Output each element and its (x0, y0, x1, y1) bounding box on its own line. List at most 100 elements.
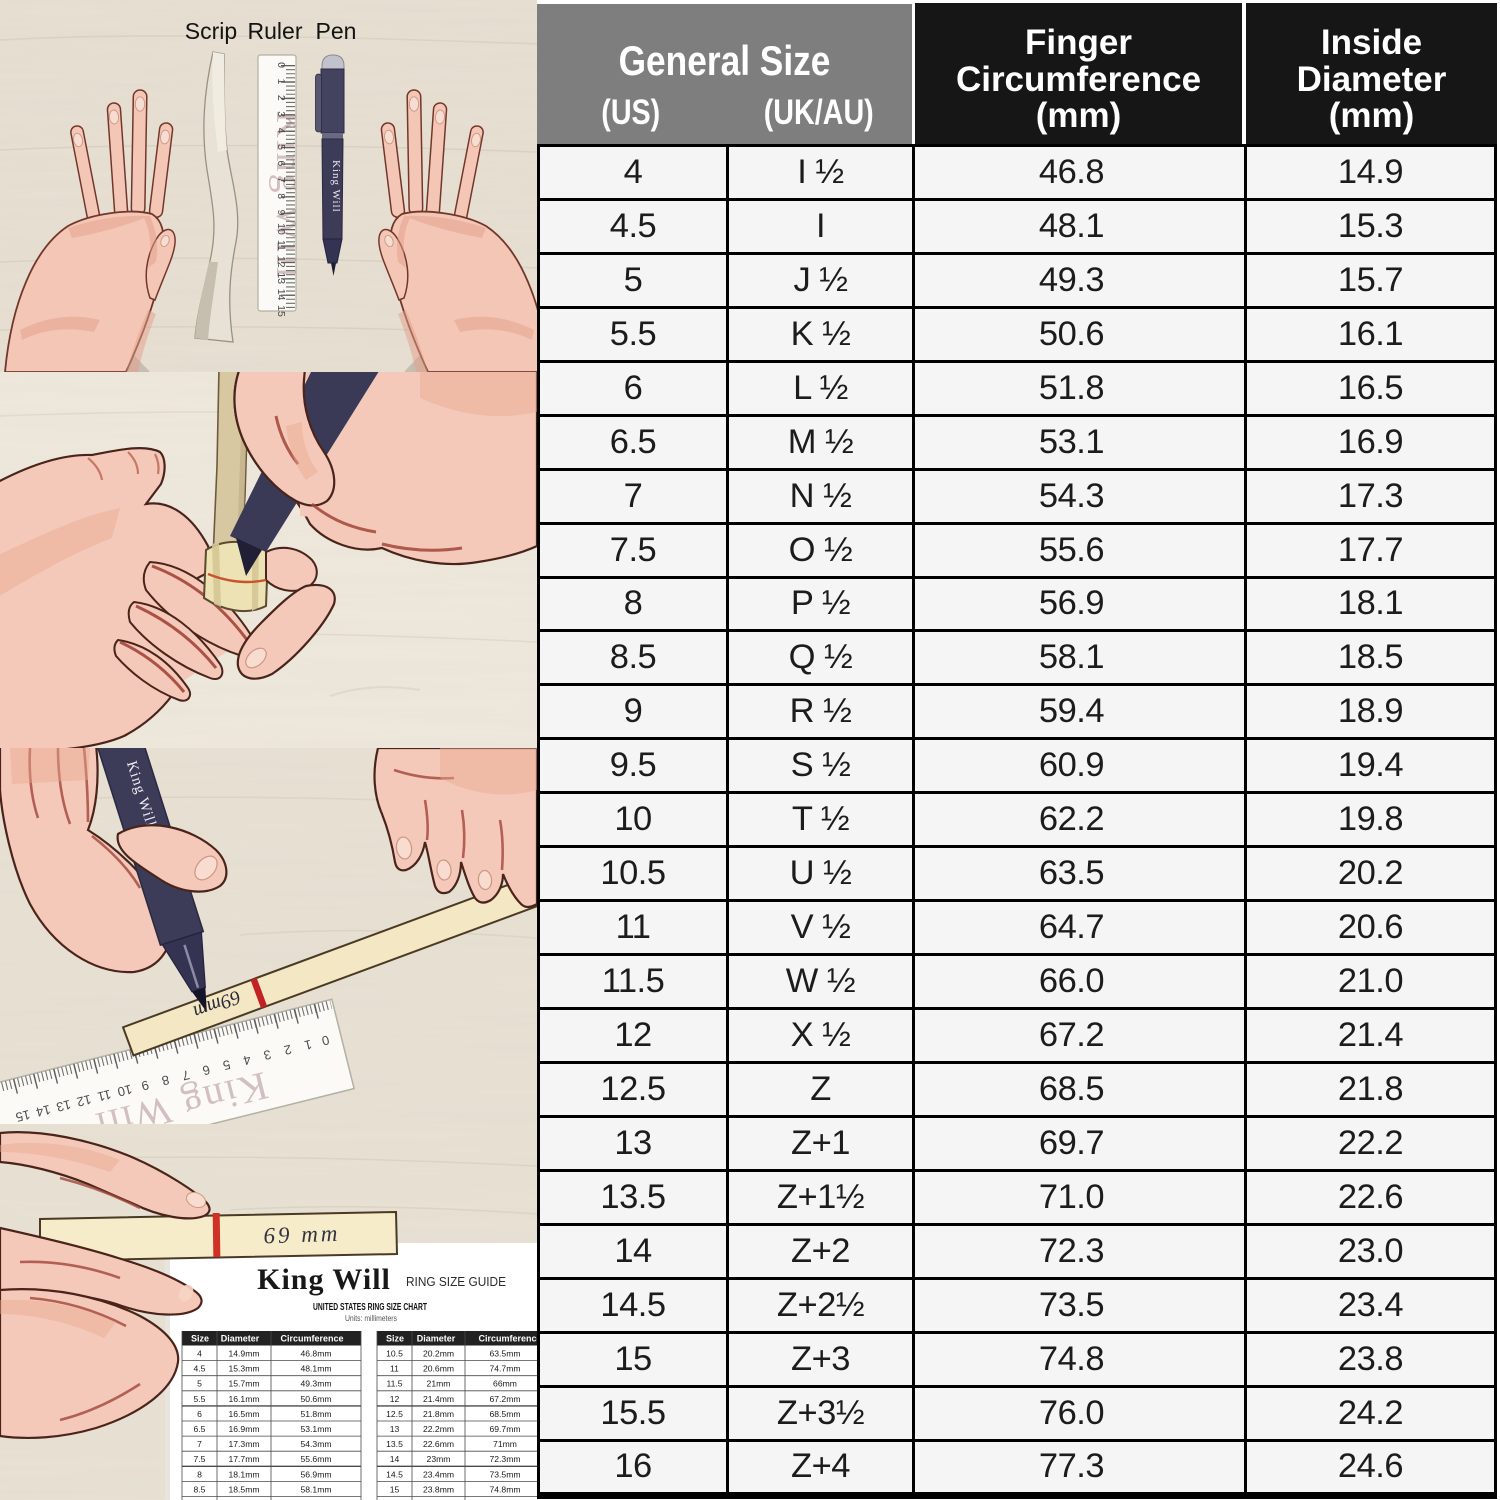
svg-text:11.5: 11.5 (386, 1379, 402, 1389)
svg-text:16.1mm: 16.1mm (228, 1394, 259, 1404)
svg-text:9: 9 (140, 1077, 151, 1093)
svg-text:Size: Size (191, 1334, 209, 1344)
svg-text:16.5mm: 16.5mm (228, 1409, 259, 1419)
svg-text:53.1mm: 53.1mm (300, 1424, 331, 1434)
svg-text:21.4mm: 21.4mm (423, 1394, 454, 1404)
svg-text:2: 2 (282, 1042, 293, 1058)
svg-text:5: 5 (275, 144, 287, 150)
svg-text:56.9mm: 56.9mm (300, 1469, 331, 1479)
svg-text:7: 7 (181, 1067, 192, 1083)
svg-text:8: 8 (275, 193, 287, 199)
svg-text:50.6mm: 50.6mm (300, 1394, 331, 1404)
svg-text:6.5: 6.5 (194, 1424, 206, 1434)
svg-text:Circumference: Circumference (478, 1334, 537, 1344)
svg-text:21.8mm: 21.8mm (423, 1409, 454, 1419)
svg-text:17.3mm: 17.3mm (228, 1439, 259, 1449)
svg-text:RING SIZE GUIDE: RING SIZE GUIDE (406, 1275, 506, 1289)
svg-text:74.7mm: 74.7mm (489, 1364, 520, 1374)
svg-text:66mm: 66mm (493, 1379, 517, 1389)
svg-text:1: 1 (303, 1037, 314, 1053)
svg-text:13.5: 13.5 (386, 1439, 403, 1449)
svg-text:67.2mm: 67.2mm (489, 1394, 520, 1404)
svg-text:Pen: Pen (316, 18, 357, 44)
svg-text:14: 14 (275, 289, 287, 301)
svg-text:4: 4 (275, 128, 287, 134)
svg-text:22.6mm: 22.6mm (423, 1439, 454, 1449)
svg-text:16.9mm: 16.9mm (228, 1424, 259, 1434)
svg-text:11: 11 (390, 1364, 399, 1374)
svg-text:13: 13 (275, 272, 287, 284)
svg-text:71mm: 71mm (493, 1439, 517, 1449)
svg-text:54.3mm: 54.3mm (300, 1439, 331, 1449)
svg-text:UNITED STATES RING SIZE CHART: UNITED STATES RING SIZE CHART (313, 1301, 427, 1313)
svg-text:13: 13 (55, 1097, 73, 1115)
svg-text:2: 2 (275, 95, 287, 101)
svg-text:Diameter: Diameter (221, 1334, 260, 1344)
svg-text:Size: Size (386, 1334, 404, 1344)
svg-text:69.7mm: 69.7mm (489, 1424, 520, 1434)
svg-text:1: 1 (275, 78, 287, 84)
svg-text:6: 6 (197, 1409, 202, 1419)
svg-text:15: 15 (275, 305, 287, 317)
svg-text:23.4mm: 23.4mm (423, 1469, 454, 1479)
svg-text:58.1mm: 58.1mm (300, 1484, 331, 1494)
svg-text:Ruler: Ruler (248, 18, 303, 44)
svg-text:14.9mm: 14.9mm (228, 1349, 259, 1359)
svg-text:49.3mm: 49.3mm (300, 1379, 331, 1389)
svg-text:14.5: 14.5 (386, 1469, 403, 1479)
svg-text:4.5: 4.5 (194, 1364, 206, 1374)
svg-text:Units: millimeters: Units: millimeters (345, 1314, 397, 1323)
svg-text:4: 4 (197, 1349, 202, 1359)
svg-text:17.7mm: 17.7mm (228, 1454, 259, 1464)
svg-text:11: 11 (96, 1087, 113, 1105)
svg-text:King Will: King Will (257, 1263, 391, 1296)
svg-text:5: 5 (197, 1379, 202, 1389)
svg-text:15.7mm: 15.7mm (228, 1379, 259, 1389)
svg-text:72.3mm: 72.3mm (489, 1454, 520, 1464)
svg-text:8: 8 (197, 1469, 202, 1479)
svg-text:46.8mm: 46.8mm (300, 1349, 331, 1359)
svg-text:3: 3 (275, 111, 287, 117)
svg-text:55.6mm: 55.6mm (300, 1454, 331, 1464)
svg-text:Diameter: Diameter (417, 1334, 456, 1344)
svg-text:12.5: 12.5 (386, 1409, 403, 1419)
svg-text:9: 9 (275, 210, 287, 216)
svg-text:23mm: 23mm (427, 1454, 451, 1464)
svg-text:7.5: 7.5 (194, 1454, 206, 1464)
svg-text:21mm: 21mm (427, 1379, 451, 1389)
svg-text:12: 12 (390, 1394, 400, 1404)
svg-text:74.8mm: 74.8mm (489, 1484, 520, 1494)
svg-text:King Will: King Will (330, 160, 342, 213)
svg-text:20.6mm: 20.6mm (423, 1364, 454, 1374)
svg-text:King Will: King Will (268, 111, 310, 280)
svg-text:22.2mm: 22.2mm (423, 1424, 454, 1434)
svg-text:12: 12 (275, 256, 287, 268)
svg-text:0: 0 (320, 1032, 331, 1048)
svg-text:18.5mm: 18.5mm (228, 1484, 259, 1494)
svg-text:8: 8 (160, 1072, 171, 1088)
svg-text:10: 10 (275, 223, 287, 235)
svg-text:7: 7 (275, 177, 287, 183)
svg-text:15: 15 (14, 1107, 32, 1124)
svg-text:15.3mm: 15.3mm (228, 1364, 259, 1374)
svg-text:14: 14 (34, 1102, 52, 1120)
svg-text:63.5mm: 63.5mm (489, 1349, 520, 1359)
svg-text:69 mm: 69 mm (263, 1221, 341, 1249)
svg-text:Circumference: Circumference (280, 1334, 343, 1344)
svg-text:68.5mm: 68.5mm (489, 1409, 520, 1419)
svg-text:5.5: 5.5 (194, 1394, 206, 1404)
svg-text:51.8mm: 51.8mm (300, 1409, 331, 1419)
svg-text:4: 4 (242, 1052, 253, 1068)
svg-text:6: 6 (201, 1062, 212, 1078)
svg-text:3: 3 (262, 1047, 273, 1063)
svg-text:14: 14 (390, 1454, 400, 1464)
svg-text:18.1mm: 18.1mm (228, 1469, 259, 1479)
svg-text:20.2mm: 20.2mm (423, 1349, 454, 1359)
svg-text:10.5: 10.5 (386, 1349, 403, 1359)
svg-text:15: 15 (390, 1484, 400, 1494)
svg-text:48.1mm: 48.1mm (300, 1364, 331, 1374)
svg-text:6: 6 (275, 160, 287, 166)
svg-text:73.5mm: 73.5mm (489, 1469, 520, 1479)
svg-text:10: 10 (116, 1082, 134, 1100)
svg-text:23.8mm: 23.8mm (423, 1484, 454, 1494)
